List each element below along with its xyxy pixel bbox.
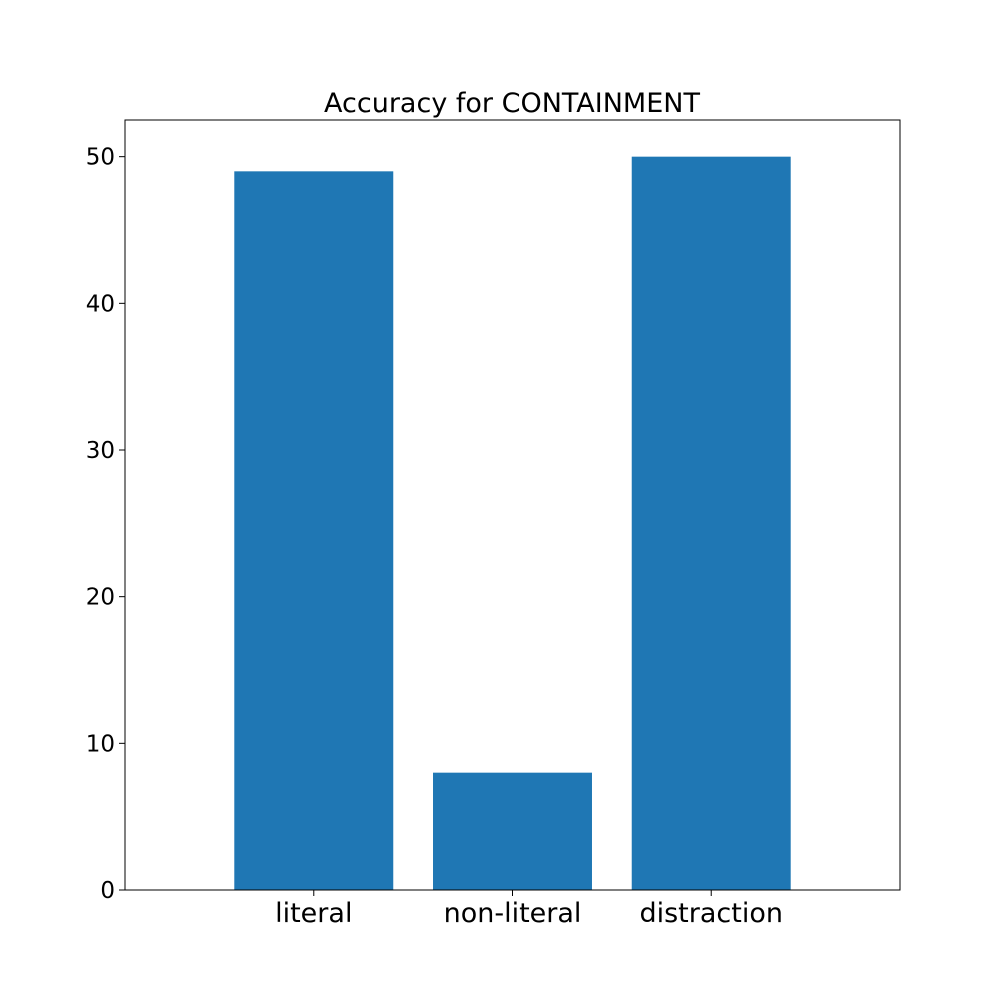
y-tick-label: 40 [86,291,115,317]
plot-frame [124,119,901,891]
y-tick-label: 20 [86,585,115,611]
y-axis: 0 10 20 30 40 50 [86,145,125,904]
bar-non-literal [433,772,592,890]
y-tick-label: 50 [86,145,115,171]
y-tick-label: 30 [86,438,115,464]
y-tick-label: 10 [86,731,115,757]
bars-layer [234,156,791,891]
y-tick-label: 0 [100,878,115,904]
x-tick-label: literal [275,898,352,929]
x-axis: literal non-literal distraction [275,890,783,929]
x-tick-label: distraction [639,898,783,929]
chart-title: Accuracy for CONTAINMENT [324,88,700,119]
bar-distraction [631,156,791,891]
x-tick-label: non-literal [444,898,582,929]
bar-literal [234,171,394,890]
